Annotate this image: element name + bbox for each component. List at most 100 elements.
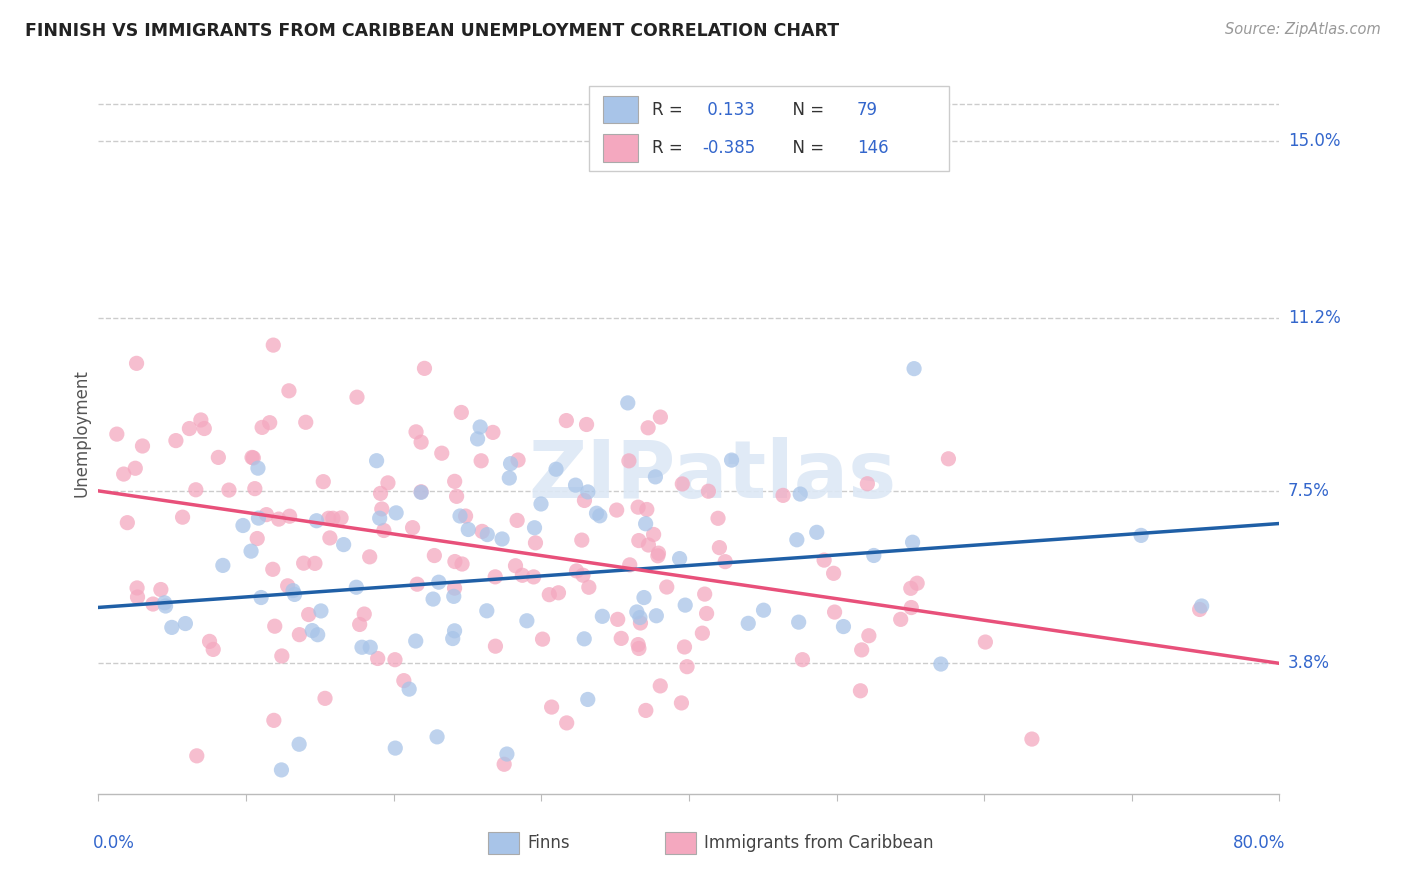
Point <box>576 484 599 499</box>
Point <box>484 570 506 584</box>
Point <box>862 549 884 563</box>
Text: Source: ZipAtlas.com: Source: ZipAtlas.com <box>1225 22 1381 37</box>
Point <box>267 512 290 526</box>
FancyBboxPatch shape <box>488 832 519 854</box>
Point <box>172 510 194 524</box>
Point <box>242 450 264 465</box>
Point <box>585 506 607 520</box>
Point <box>849 683 872 698</box>
Point <box>184 483 207 497</box>
Point <box>367 651 389 665</box>
Text: 11.2%: 11.2% <box>1288 310 1340 327</box>
Point <box>240 450 263 465</box>
Point <box>591 609 613 624</box>
Point <box>392 673 415 688</box>
Point <box>314 691 336 706</box>
Point <box>165 434 187 448</box>
Point <box>482 425 505 440</box>
Point <box>643 527 665 541</box>
Point <box>373 524 395 538</box>
Point <box>423 549 446 563</box>
Point <box>572 568 595 582</box>
Point <box>707 511 730 525</box>
Point <box>574 493 596 508</box>
Point <box>384 741 406 756</box>
Point <box>243 482 266 496</box>
Point <box>426 730 449 744</box>
Point <box>627 641 650 656</box>
Point <box>530 497 553 511</box>
Point <box>124 461 146 475</box>
Point <box>312 475 335 489</box>
Point <box>259 416 281 430</box>
Text: 15.0%: 15.0% <box>1288 132 1340 150</box>
Point <box>673 598 696 612</box>
Point <box>470 454 492 468</box>
Point <box>628 610 651 624</box>
Point <box>1188 602 1211 616</box>
Point <box>349 617 371 632</box>
Point <box>174 616 197 631</box>
Point <box>890 612 912 626</box>
Point <box>470 420 492 434</box>
Point <box>900 600 922 615</box>
Point <box>322 511 344 525</box>
Text: -0.385: -0.385 <box>702 139 755 157</box>
Point <box>900 582 922 596</box>
Point <box>377 475 399 490</box>
Point <box>254 508 277 522</box>
Point <box>443 624 465 638</box>
Y-axis label: Unemployment: Unemployment <box>72 368 90 497</box>
Point <box>359 640 381 655</box>
Point <box>218 483 240 497</box>
Point <box>131 439 153 453</box>
Point <box>398 682 420 697</box>
Point <box>938 451 960 466</box>
Point <box>368 511 391 525</box>
Point <box>385 506 408 520</box>
Point <box>523 570 546 584</box>
FancyBboxPatch shape <box>665 832 696 854</box>
Point <box>430 446 453 460</box>
Point <box>153 596 176 610</box>
Point <box>647 549 669 563</box>
Point <box>627 500 650 515</box>
Point <box>606 612 628 626</box>
Point <box>634 703 657 717</box>
Point <box>1021 732 1043 747</box>
Text: ZIPatlas: ZIPatlas <box>529 437 897 515</box>
Point <box>676 659 699 673</box>
Text: 3.8%: 3.8% <box>1288 655 1330 673</box>
Point <box>578 580 600 594</box>
Point <box>179 421 201 435</box>
Point <box>443 475 465 489</box>
Point <box>610 632 633 646</box>
Point <box>671 696 693 710</box>
Point <box>298 607 321 622</box>
Point <box>353 607 375 621</box>
Point <box>496 747 519 761</box>
Point <box>471 524 494 539</box>
Point <box>617 396 640 410</box>
Point <box>1191 599 1213 613</box>
Point <box>929 657 952 671</box>
Point <box>112 467 135 481</box>
Point <box>305 514 328 528</box>
Point <box>262 562 284 576</box>
Point <box>650 410 672 425</box>
Point <box>851 643 873 657</box>
Point <box>160 620 183 634</box>
Point <box>806 525 828 540</box>
Point <box>413 361 436 376</box>
Text: Finns: Finns <box>527 834 569 852</box>
Point <box>125 356 148 370</box>
Point <box>903 361 925 376</box>
Point <box>516 614 538 628</box>
Point <box>627 533 650 548</box>
Point <box>714 555 737 569</box>
Point <box>499 457 522 471</box>
Point <box>443 590 465 604</box>
Point <box>246 532 269 546</box>
Point <box>709 541 731 555</box>
Text: N =: N = <box>782 101 830 119</box>
